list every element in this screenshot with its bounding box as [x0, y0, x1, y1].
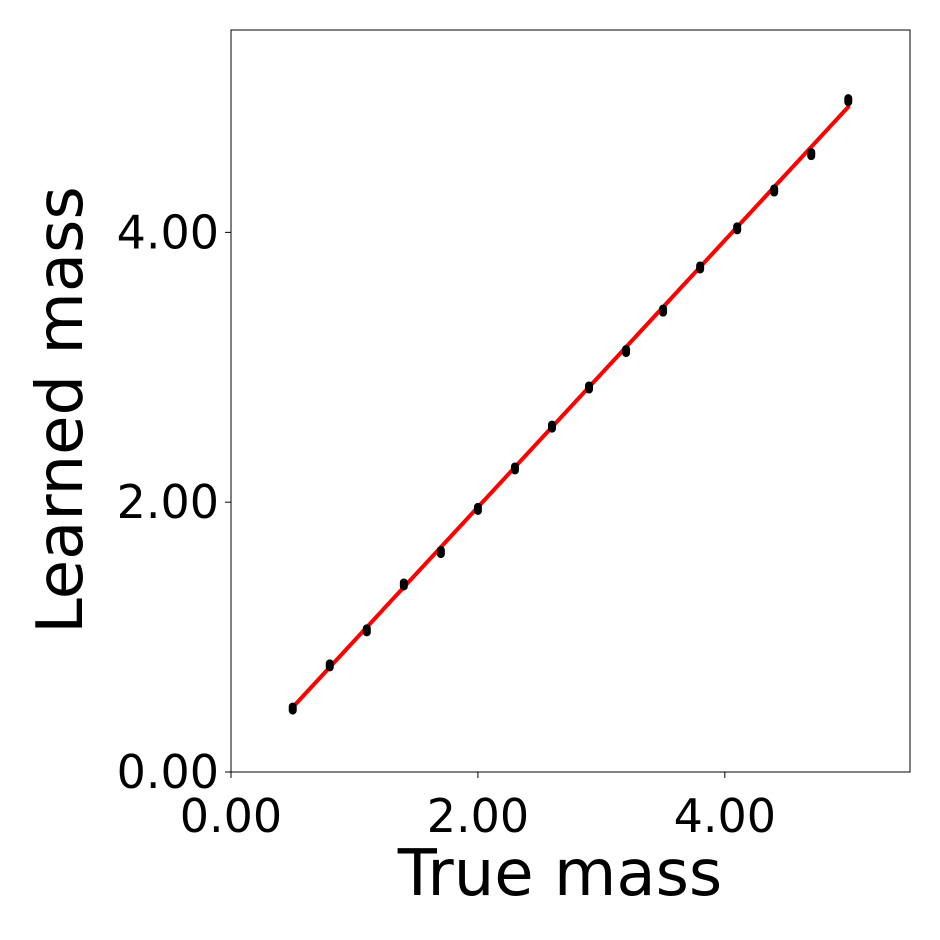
data-point — [659, 304, 668, 317]
x-axis-title: True mass — [397, 837, 723, 911]
x-axis-ticks: 0.00 2.00 4.00 — [180, 772, 776, 843]
data-point — [770, 184, 779, 197]
data-point — [288, 702, 297, 715]
data-point — [325, 659, 334, 672]
data-point — [473, 502, 482, 515]
fit-line-layer — [290, 104, 851, 710]
data-point — [547, 420, 556, 433]
data-point — [399, 578, 408, 591]
data-point — [622, 345, 631, 358]
data-point — [362, 624, 371, 637]
y-axis-title: Learned mass — [24, 186, 98, 633]
y-tick-label: 4.00 — [117, 205, 219, 259]
plot-background — [231, 30, 910, 772]
y-tick-label: 2.00 — [117, 475, 219, 529]
y-tick-label: 0.00 — [117, 745, 219, 799]
x-tick-label: 4.00 — [674, 789, 776, 843]
x-tick-label: 0.00 — [180, 789, 282, 843]
data-point — [436, 546, 445, 559]
y-axis-ticks: 0.00 2.00 4.00 — [117, 205, 231, 799]
data-point — [696, 261, 705, 274]
data-point — [733, 222, 742, 235]
data-point — [844, 94, 853, 107]
fit-line — [290, 104, 851, 710]
plot-frame — [230, 29, 911, 773]
data-point — [510, 462, 519, 475]
points-layer — [288, 94, 853, 715]
data-point — [585, 381, 594, 394]
x-tick-label: 2.00 — [427, 789, 529, 843]
data-point — [807, 148, 816, 161]
